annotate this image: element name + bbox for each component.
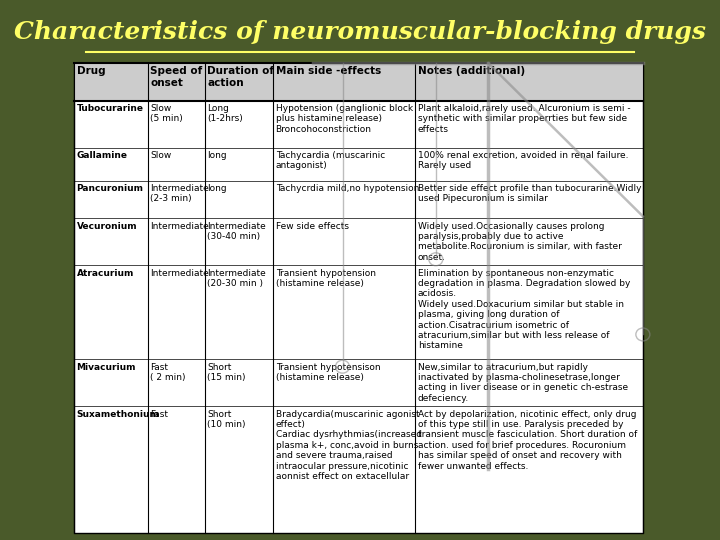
FancyBboxPatch shape — [74, 63, 643, 101]
Text: Atracurium: Atracurium — [76, 268, 134, 278]
Text: Notes (additional): Notes (additional) — [418, 66, 525, 76]
Text: Pancuronium: Pancuronium — [76, 184, 143, 193]
Text: Drug: Drug — [76, 66, 105, 76]
Text: Speed of
onset: Speed of onset — [150, 66, 203, 88]
Text: Bradycardia(muscarinic agonist
effect)
Cardiac dysrhythmias(increased
plasma k+,: Bradycardia(muscarinic agonist effect) C… — [276, 409, 422, 481]
FancyBboxPatch shape — [74, 63, 643, 533]
Text: Vecuronium: Vecuronium — [76, 221, 138, 231]
Text: Intermediate
(30-40 min): Intermediate (30-40 min) — [207, 221, 266, 241]
Text: Fast
( 2 min): Fast ( 2 min) — [150, 362, 186, 382]
Text: Fast: Fast — [150, 409, 168, 418]
Text: New,similar to atracurium,but rapidly
inactivated by plasma-cholinesetrase,longe: New,similar to atracurium,but rapidly in… — [418, 362, 628, 403]
Text: Plant alkaloid,rarely used. Alcuronium is semi -
synthetic with similar properrt: Plant alkaloid,rarely used. Alcuronium i… — [418, 104, 631, 134]
Text: Characteristics of neuromuscular-blocking drugs: Characteristics of neuromuscular-blockin… — [14, 20, 706, 44]
Text: Slow
(5 min): Slow (5 min) — [150, 104, 183, 124]
Text: Main side -effects: Main side -effects — [276, 66, 381, 76]
Text: Duration of
action: Duration of action — [207, 66, 274, 88]
Text: Intermediate: Intermediate — [150, 221, 210, 231]
Text: Few side effects: Few side effects — [276, 221, 348, 231]
Text: Transient hypotensison
(histamine release): Transient hypotensison (histamine releas… — [276, 362, 380, 382]
Text: Widely used.Occasionally causes prolong
paralysis,probably due to active
metabol: Widely used.Occasionally causes prolong … — [418, 221, 621, 262]
Text: Intermediate
(20-30 min ): Intermediate (20-30 min ) — [207, 268, 266, 288]
Text: Elimination by spontaneous non-enzymatic
degradation in plasma. Degradation slow: Elimination by spontaneous non-enzymatic… — [418, 268, 630, 350]
Text: Tachycrdia mild,no hypotension: Tachycrdia mild,no hypotension — [276, 184, 419, 193]
Text: Slow: Slow — [150, 151, 172, 160]
Text: Mivacurium: Mivacurium — [76, 362, 136, 372]
Text: Short
(10 min): Short (10 min) — [207, 409, 246, 429]
Text: Act by depolarization, nicotinic effect, only drug
of this type still in use. Pa: Act by depolarization, nicotinic effect,… — [418, 409, 637, 470]
Text: Tachycardia (muscarinic
antagonist): Tachycardia (muscarinic antagonist) — [276, 151, 384, 171]
Text: Intermediate: Intermediate — [150, 268, 210, 278]
Text: Tubocurarine: Tubocurarine — [76, 104, 143, 113]
Text: 100% renal excretion, avoided in renal failure.
Rarely used: 100% renal excretion, avoided in renal f… — [418, 151, 629, 171]
Text: long: long — [207, 184, 227, 193]
Text: Short
(15 min): Short (15 min) — [207, 362, 246, 382]
Text: long: long — [207, 151, 227, 160]
Text: Better side effect profile than tubocurarine.Widly
used Pipecuronium is similar: Better side effect profile than tubocura… — [418, 184, 642, 204]
Text: Intermediate
(2-3 min): Intermediate (2-3 min) — [150, 184, 210, 204]
Text: Transient hypotension
(histamine release): Transient hypotension (histamine release… — [276, 268, 376, 288]
Text: Suxamethonium: Suxamethonium — [76, 409, 159, 418]
Text: Long
(1-2hrs): Long (1-2hrs) — [207, 104, 243, 124]
Text: Gallamine: Gallamine — [76, 151, 127, 160]
Text: Hypotension (ganglionic block
plus histamine release)
Broncohoconstriction: Hypotension (ganglionic block plus hista… — [276, 104, 413, 134]
